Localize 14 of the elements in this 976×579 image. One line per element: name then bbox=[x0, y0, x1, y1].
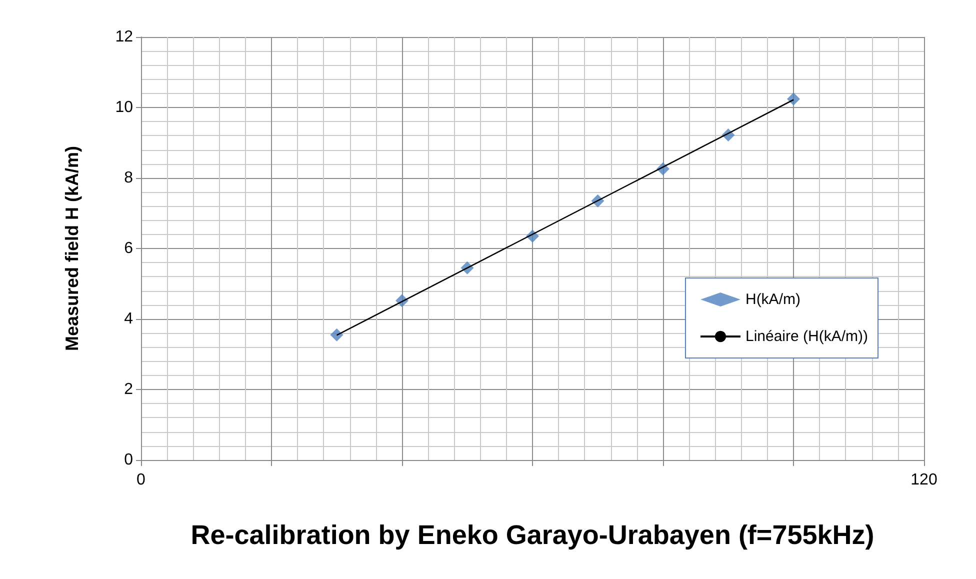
x-tick-label: 120 bbox=[910, 472, 938, 488]
y-tick-label: 2 bbox=[124, 381, 134, 398]
y-axis-title: Measured field H (kA/m) bbox=[62, 146, 82, 352]
point bbox=[330, 328, 344, 342]
y-tick-label: 6 bbox=[124, 240, 134, 257]
y-tick-label: 10 bbox=[115, 99, 134, 116]
x-axis-title: Re-calibration by Eneko Garayo-Urabayen (f=755kHz) bbox=[190, 520, 874, 550]
y-tick-label: 8 bbox=[124, 170, 134, 186]
legend-label: H(kA/m) bbox=[745, 291, 800, 308]
y-tick-label: 12 bbox=[115, 28, 134, 46]
point bbox=[787, 92, 800, 106]
y-tick-label: 0 bbox=[124, 452, 134, 468]
legend-label: Linéaire (H(kA/m)) bbox=[745, 328, 868, 345]
y-tick-label: 4 bbox=[124, 310, 134, 328]
